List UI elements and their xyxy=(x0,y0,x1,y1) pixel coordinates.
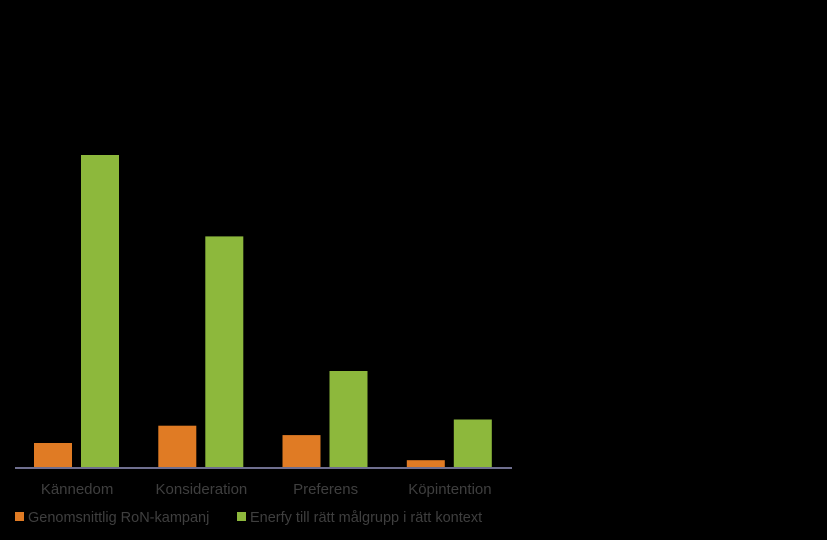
x-tick-label: Preferens xyxy=(293,481,358,498)
bar-series-2-2 xyxy=(205,236,244,468)
legend: Genomsnittlig RoN-kampanj Enerfy till rä… xyxy=(15,510,482,526)
bars-layer xyxy=(34,155,492,468)
bar-series-1-3 xyxy=(282,435,321,468)
bar-series-2-4 xyxy=(453,419,492,468)
bar-series-1-2 xyxy=(158,425,197,468)
bar-series-2-3 xyxy=(329,371,368,468)
legend-label-series-2: Enerfy till rätt målgrupp i rätt kontext xyxy=(250,510,482,526)
bar-series-1-1 xyxy=(34,443,72,468)
legend-swatch-series-2 xyxy=(237,512,246,521)
x-tick-label: Konsideration xyxy=(156,481,248,498)
x-tick-labels: Kännedom Konsideration Preferens Köpintenti… xyxy=(41,481,492,498)
bar-series-1-4 xyxy=(406,460,445,468)
legend-label-series-1: Genomsnittlig RoN-kampanj xyxy=(28,510,209,526)
legend-swatch-series-1 xyxy=(15,512,24,521)
bar-series-2-1 xyxy=(81,155,119,468)
x-tick-label: Kännedom xyxy=(41,481,114,498)
x-tick-label: Köpintention xyxy=(408,481,491,498)
